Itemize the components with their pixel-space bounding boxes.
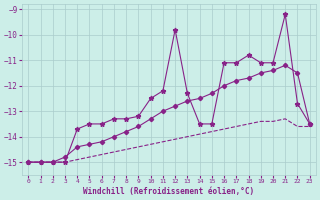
X-axis label: Windchill (Refroidissement éolien,°C): Windchill (Refroidissement éolien,°C) [84, 187, 255, 196]
